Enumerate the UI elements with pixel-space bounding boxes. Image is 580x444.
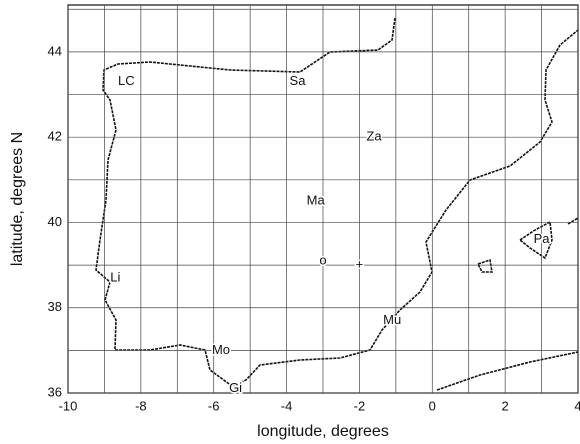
x-tick-label: 4 xyxy=(574,398,580,413)
menorca xyxy=(567,217,579,225)
africa-coast xyxy=(436,351,579,391)
x-tick-label: -10 xyxy=(59,398,78,413)
place-label: + xyxy=(356,257,364,272)
y-axis-label: latitude, degrees N xyxy=(9,132,26,266)
place-label: Li xyxy=(110,269,120,284)
x-tick-label: -2 xyxy=(354,398,366,413)
y-tick-label: 44 xyxy=(48,43,62,58)
x-tick-label: -6 xyxy=(208,398,220,413)
iberia-coast xyxy=(95,17,579,387)
x-tick-label: 0 xyxy=(429,398,436,413)
place-label: Pa xyxy=(534,231,551,246)
ibiza xyxy=(476,258,493,273)
place-label: Mo xyxy=(212,342,230,357)
place-label: o xyxy=(319,252,326,267)
x-tick-label: 2 xyxy=(502,398,509,413)
mallorca xyxy=(518,220,553,260)
y-tick-label: 36 xyxy=(48,384,62,399)
x-tick-label: -8 xyxy=(135,398,147,413)
y-tick-label: 42 xyxy=(48,129,62,144)
y-tick-label: 40 xyxy=(48,214,62,229)
y-tick-label: 38 xyxy=(48,299,62,314)
place-label: Mu xyxy=(383,312,401,327)
place-label: LC xyxy=(118,73,135,88)
place-label: Gi xyxy=(229,380,242,395)
x-axis-label: longitude, degrees xyxy=(257,423,389,440)
place-label: Za xyxy=(366,129,382,144)
x-tick-label: -4 xyxy=(281,398,293,413)
place-label: Ma xyxy=(307,193,326,208)
place-label: Sa xyxy=(290,73,307,88)
coastline xyxy=(95,17,579,391)
